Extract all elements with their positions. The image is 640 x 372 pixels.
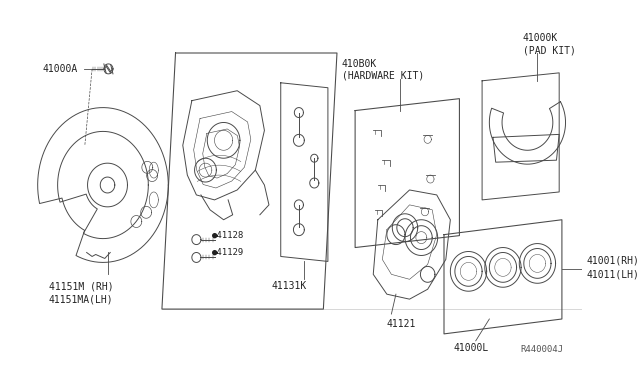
Text: 41121: 41121 [387,319,416,329]
Text: ●41129: ●41129 [212,247,244,256]
Text: (PAD KIT): (PAD KIT) [523,45,576,55]
Text: (HARDWARE KIT): (HARDWARE KIT) [342,71,424,81]
Text: 41000L: 41000L [453,343,488,353]
Text: 41001(RH): 41001(RH) [586,256,639,265]
Text: 410B0K: 410B0K [342,59,377,69]
Text: 41011(LH): 41011(LH) [586,269,639,279]
Text: 41000A: 41000A [42,64,77,74]
Text: 41000K: 41000K [523,33,558,43]
Text: R440004J: R440004J [521,345,564,354]
Text: 41151MA(LH): 41151MA(LH) [49,294,113,304]
Text: 41131K: 41131K [271,281,307,291]
Text: ●41128: ●41128 [212,231,244,240]
Text: 41151M (RH): 41151M (RH) [49,281,113,291]
